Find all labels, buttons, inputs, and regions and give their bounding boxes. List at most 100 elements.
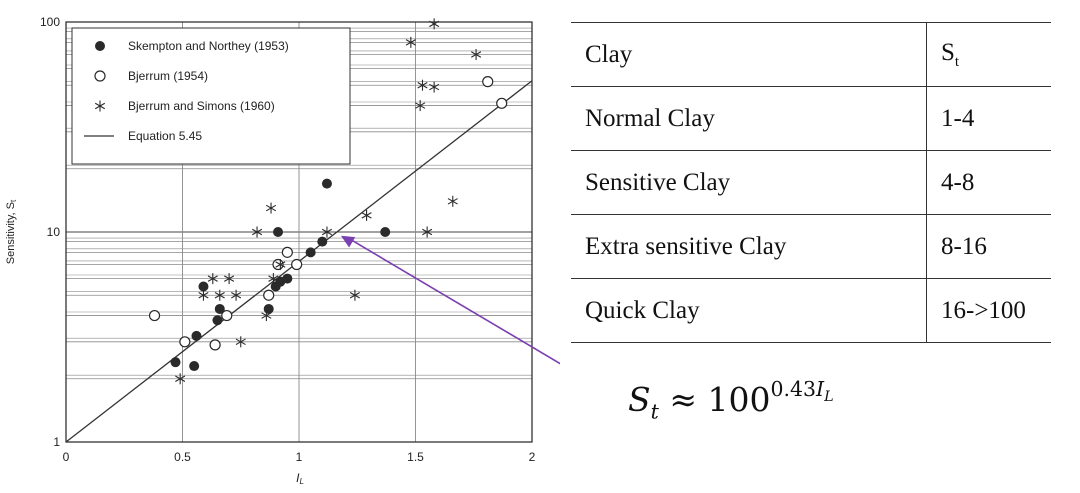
data-point-asterisk: [235, 336, 246, 348]
data-point-asterisk: [415, 100, 426, 112]
asterisk-stroke: [252, 228, 263, 236]
data-point-filled-circle: [275, 276, 286, 287]
asterisk-stroke: [261, 312, 272, 319]
data-point-filled-circle: [321, 178, 332, 189]
table-header-row: Clay St: [571, 22, 1051, 87]
data-point-filled-circle: [263, 303, 274, 314]
header-st: St: [926, 22, 1051, 87]
legend-label: Skempton and Northey (1953): [128, 39, 289, 53]
table-cell-clay: Sensitive Clay: [571, 150, 927, 215]
tick-labels: 0 0.5 1 1.5 2 1 10 100: [40, 15, 536, 464]
data-point-asterisk: [207, 273, 218, 285]
y-tick-label: 1: [53, 435, 60, 449]
data-point-open-circle: [179, 336, 191, 348]
asterisk-stroke: [207, 275, 218, 282]
arrow-head: [340, 235, 356, 248]
legend-label: Equation 5.45: [128, 129, 202, 143]
data-point-open-circle: [263, 289, 275, 301]
data-point-asterisk: [214, 289, 225, 301]
table-row: Sensitive Clay 4-8: [571, 150, 1051, 215]
formula-base: 100: [707, 380, 771, 419]
asterisk-stroke: [198, 291, 209, 299]
asterisk-stroke: [235, 338, 246, 346]
asterisk-stroke: [422, 228, 433, 236]
table-row: Quick Clay 16->100: [571, 278, 1051, 343]
asterisk-stroke: [275, 261, 286, 268]
data-point-open-circle: [482, 76, 494, 88]
header-clay: Clay: [571, 22, 927, 87]
data-point-asterisk: [198, 289, 209, 301]
formula-exp-var-sub: L: [824, 389, 834, 406]
asterisk-stroke: [447, 198, 458, 205]
data-point-filled-circle: [214, 303, 225, 314]
data-point-asterisk: [252, 226, 263, 238]
table-cell-clay: Normal Clay: [571, 86, 927, 151]
data-point-asterisk: [261, 310, 272, 322]
table-cell-st: 1-4: [926, 86, 1051, 151]
formula-exp-var: I: [816, 376, 825, 401]
data-point-asterisk: [417, 79, 428, 91]
asterisk-stroke: [415, 102, 426, 109]
data-point-open-circle: [148, 309, 161, 322]
legend-marker-filled-circle: [95, 41, 105, 51]
asterisk-stroke: [405, 39, 416, 46]
data-point-open-circle: [281, 246, 293, 258]
x-axis-label-sub: L: [299, 477, 303, 486]
data-point-open-circle: [272, 258, 284, 271]
data-point-asterisk: [175, 373, 186, 385]
asterisk-stroke: [471, 51, 482, 58]
data-point-filled-circle: [273, 227, 284, 237]
asterisk-stroke: [429, 20, 440, 28]
arrow-annotation: [340, 235, 560, 365]
data-point-filled-circle: [198, 281, 209, 292]
plot-frame: [65, 21, 533, 443]
data-point-open-circle: [496, 97, 508, 109]
asterisk-stroke: [94, 102, 106, 110]
data-point-asterisk: [447, 195, 458, 207]
formula-exponent: 0.43IL: [770, 376, 833, 405]
data-point-asterisk: [231, 289, 242, 301]
data-point-asterisk: [361, 209, 372, 221]
chart-area: 0 0.5 1 1.5 2 1 10 100 Sensitivity, St IL Skemp…: [5, 15, 560, 486]
table-cell-clay: Extra sensitive Clay: [571, 214, 927, 279]
data-point-open-circle: [291, 258, 303, 271]
data-point-filled-circle: [305, 247, 316, 258]
legend-box: [71, 27, 351, 165]
data-point-asterisk: [422, 226, 433, 238]
asterisk-stroke: [214, 291, 225, 299]
data-point-asterisk: [405, 36, 416, 48]
data-point-filled-circle: [317, 236, 328, 247]
data-point-filled-circle: [212, 315, 223, 326]
data-point-asterisk: [321, 226, 333, 238]
legend: Skempton and Northey (1953) Bjerrum (1954…: [71, 27, 351, 165]
data-point-asterisk: [429, 81, 440, 93]
header-st-sub: t: [954, 53, 960, 70]
legend-label: Bjerrum and Simons (1960): [128, 99, 275, 113]
formula-var: S: [628, 380, 651, 419]
asterisk-stroke: [349, 291, 360, 299]
x-tick-label: 0.5: [174, 450, 191, 464]
data-point-filled-circle: [189, 361, 200, 372]
data-point-open-circle: [221, 309, 233, 322]
table-cell-st: 4-8: [926, 150, 1051, 215]
asterisk-stroke: [268, 275, 279, 282]
marker-layer: [148, 18, 508, 385]
asterisk-stroke: [417, 81, 428, 89]
y-tick-label: 100: [40, 15, 60, 29]
table-row: Normal Clay 1-4: [571, 86, 1051, 151]
legend-label: Bjerrum (1954): [128, 69, 208, 83]
data-point-asterisk: [429, 18, 440, 30]
formula-var-sub: t: [650, 399, 659, 424]
y-axis-label: Sensitivity, St: [5, 199, 18, 264]
data-point-asterisk: [224, 273, 235, 285]
data-point-asterisk: [268, 273, 279, 285]
header-st-base: S: [941, 38, 955, 66]
x-axis-label: IL: [296, 471, 304, 486]
data-point-filled-circle: [380, 227, 391, 237]
data-point-open-circle: [209, 339, 221, 351]
data-point-asterisk: [275, 259, 286, 271]
data-point-asterisk: [265, 202, 277, 214]
x-tick-label: 2: [529, 450, 536, 464]
sensitivity-formula: St ≈ 1000.43IL: [628, 376, 834, 424]
formula-approx: ≈: [669, 380, 697, 419]
